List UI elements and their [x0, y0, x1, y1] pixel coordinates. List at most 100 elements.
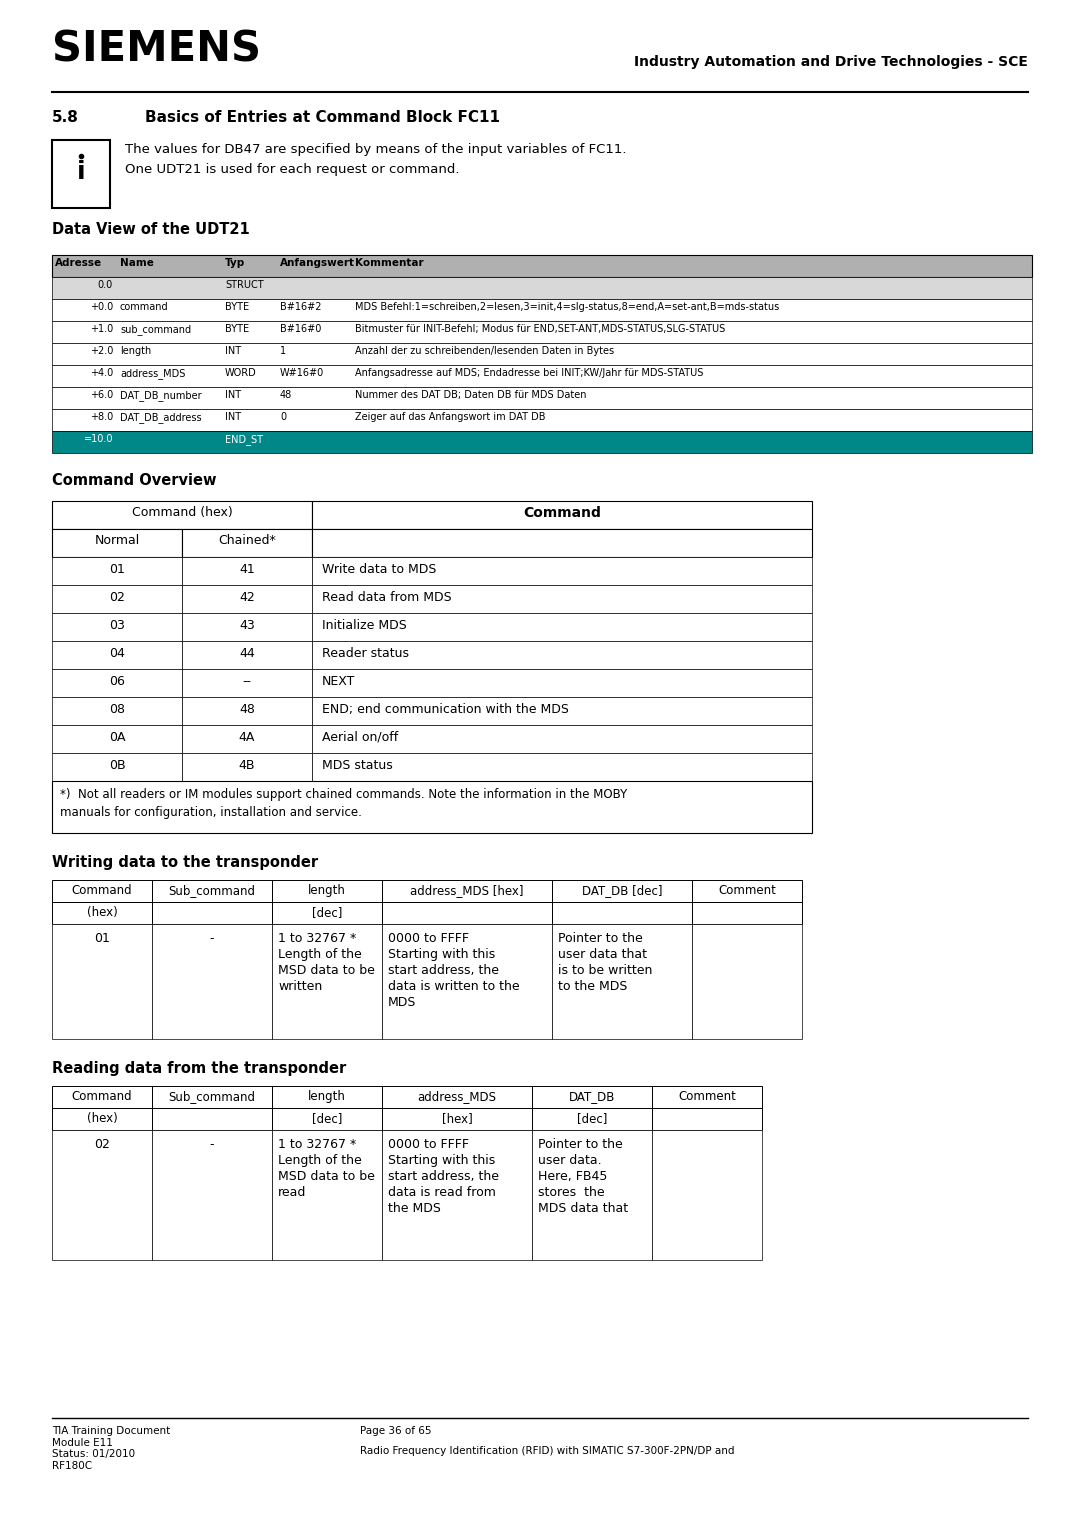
Text: MDS data that: MDS data that — [538, 1203, 629, 1215]
Bar — [52, 1108, 152, 1131]
Text: Anzahl der zu schreibenden/lesenden Daten in Bytes: Anzahl der zu schreibenden/lesenden Date… — [355, 345, 615, 356]
Text: STRUCT: STRUCT — [225, 280, 264, 290]
Text: 02: 02 — [94, 1138, 110, 1151]
Bar — [183, 558, 312, 585]
Bar — [183, 669, 312, 697]
Text: Anfangsadresse auf MDS; Endadresse bei INIT;KW/Jahr für MDS-STATUS: Anfangsadresse auf MDS; Endadresse bei I… — [355, 368, 703, 377]
Text: One UDT21 is used for each request or command.: One UDT21 is used for each request or co… — [125, 163, 459, 176]
Text: written: written — [278, 979, 322, 993]
Bar — [52, 880, 152, 902]
Text: the MDS: the MDS — [388, 1203, 441, 1215]
Bar — [552, 880, 692, 902]
Bar — [152, 880, 272, 902]
Text: 06: 06 — [109, 675, 125, 688]
Bar — [652, 1131, 762, 1261]
Bar — [692, 880, 802, 902]
Bar — [183, 529, 312, 558]
Bar — [692, 902, 802, 924]
Text: Command (hex): Command (hex) — [132, 506, 232, 520]
Text: 48: 48 — [239, 703, 255, 717]
Text: Page 36 of 65: Page 36 of 65 — [360, 1426, 432, 1436]
Text: 42: 42 — [239, 591, 255, 604]
Text: Initialize MDS: Initialize MDS — [322, 619, 407, 633]
Bar — [152, 1086, 272, 1108]
Text: Pointer to the: Pointer to the — [558, 932, 643, 944]
Text: 1 to 32767 *: 1 to 32767 * — [278, 1138, 356, 1151]
Text: Length of the: Length of the — [278, 947, 362, 961]
Text: Normal: Normal — [94, 533, 139, 547]
Bar — [312, 501, 812, 529]
Text: user data.: user data. — [538, 1154, 602, 1167]
Text: Adresse: Adresse — [55, 258, 103, 267]
Bar — [52, 299, 1032, 321]
Bar — [52, 342, 1032, 365]
Bar — [52, 321, 1032, 342]
Bar — [382, 1108, 532, 1131]
Text: 0.0: 0.0 — [98, 280, 113, 290]
Bar — [312, 724, 812, 753]
Text: INT: INT — [225, 413, 241, 422]
Text: (hex): (hex) — [86, 906, 118, 918]
Bar — [152, 1131, 272, 1261]
Text: [dec]: [dec] — [312, 906, 342, 918]
Text: Nummer des DAT DB; Daten DB für MDS Daten: Nummer des DAT DB; Daten DB für MDS Date… — [355, 390, 586, 400]
Text: Zeiger auf das Anfangswort im DAT DB: Zeiger auf das Anfangswort im DAT DB — [355, 413, 545, 422]
Bar — [272, 1108, 382, 1131]
Text: (hex): (hex) — [86, 1112, 118, 1125]
Text: The values for DB47 are specified by means of the input variables of FC11.: The values for DB47 are specified by mea… — [125, 144, 626, 156]
Bar — [52, 902, 152, 924]
Text: 0000 to FFFF: 0000 to FFFF — [388, 1138, 469, 1151]
Text: 01: 01 — [109, 562, 125, 576]
Text: END_ST: END_ST — [225, 434, 264, 445]
Text: DAT_DB_number: DAT_DB_number — [120, 390, 202, 400]
Bar — [52, 613, 183, 642]
Text: =10.0: =10.0 — [83, 434, 113, 445]
Text: W#16#0: W#16#0 — [280, 368, 324, 377]
Text: SIEMENS: SIEMENS — [52, 28, 261, 70]
Bar — [152, 924, 272, 1039]
Text: MDS Befehl:1=schreiben,2=lesen,3=init,4=slg-status,8=end,A=set-ant,B=mds-status: MDS Befehl:1=schreiben,2=lesen,3=init,4=… — [355, 303, 780, 312]
Bar — [272, 924, 382, 1039]
Bar — [692, 924, 802, 1039]
Bar — [52, 255, 1032, 277]
Bar — [183, 724, 312, 753]
Bar — [272, 1131, 382, 1261]
Text: Read data from MDS: Read data from MDS — [322, 591, 451, 604]
Text: Typ: Typ — [225, 258, 245, 267]
Text: command: command — [120, 303, 168, 312]
Text: Comment: Comment — [718, 885, 775, 897]
Bar — [52, 642, 183, 669]
Text: Command: Command — [71, 885, 133, 897]
Text: Data View of the UDT21: Data View of the UDT21 — [52, 222, 249, 237]
Text: read: read — [278, 1186, 307, 1199]
Text: Reading data from the transponder: Reading data from the transponder — [52, 1060, 347, 1076]
Text: Radio Frequency Identification (RFID) with SIMATIC S7-300F-2PN/DP and: Radio Frequency Identification (RFID) wi… — [360, 1445, 734, 1456]
Text: [hex]: [hex] — [442, 1112, 472, 1125]
Text: start address, the: start address, the — [388, 964, 499, 976]
Text: manuals for configuration, installation and service.: manuals for configuration, installation … — [60, 805, 362, 819]
Text: +1.0: +1.0 — [90, 324, 113, 335]
Text: DAT_DB [dec]: DAT_DB [dec] — [582, 885, 662, 897]
Text: B#16#0: B#16#0 — [280, 324, 322, 335]
Text: to the MDS: to the MDS — [558, 979, 627, 993]
Bar — [52, 697, 183, 724]
Text: Sub_command: Sub_command — [168, 885, 256, 897]
Text: 04: 04 — [109, 646, 125, 660]
Text: Writing data to the transponder: Writing data to the transponder — [52, 856, 319, 869]
Bar — [183, 753, 312, 781]
Text: +0.0: +0.0 — [90, 303, 113, 312]
Text: 4B: 4B — [239, 759, 255, 772]
Bar — [532, 1108, 652, 1131]
Bar — [312, 585, 812, 613]
Text: [dec]: [dec] — [577, 1112, 607, 1125]
Text: Starting with this: Starting with this — [388, 1154, 496, 1167]
Text: Bitmuster für INIT-Befehl; Modus für END,SET-ANT,MDS-STATUS,SLG-STATUS: Bitmuster für INIT-Befehl; Modus für END… — [355, 324, 726, 335]
Text: Basics of Entries at Command Block FC11: Basics of Entries at Command Block FC11 — [145, 110, 500, 125]
Text: Command: Command — [523, 506, 600, 520]
Bar — [52, 781, 812, 833]
Text: 01: 01 — [94, 932, 110, 944]
Text: +6.0: +6.0 — [90, 390, 113, 400]
Text: Reader status: Reader status — [322, 646, 409, 660]
Text: -: - — [210, 932, 214, 944]
Bar — [272, 1086, 382, 1108]
